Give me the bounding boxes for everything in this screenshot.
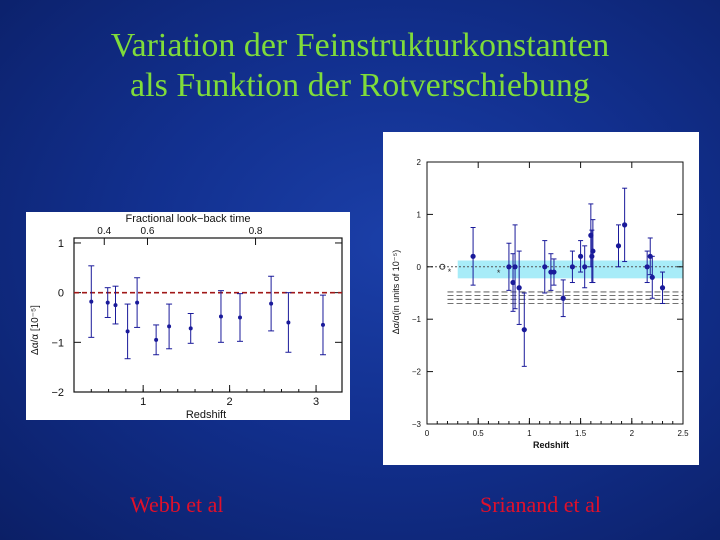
- chart-srianand-point: [512, 264, 518, 270]
- chart-srianand-xtick-label: 2.5: [677, 429, 689, 438]
- chart-webb-point: [113, 303, 118, 308]
- chart-webb-ytick-label: 0: [58, 288, 64, 300]
- chart-srianand-point: [659, 285, 666, 291]
- chart-srianand-ylabel: Δα/α(in units of 10⁻⁵): [391, 250, 401, 334]
- chart-webb: Fractional look−back time 1 2 3 1 0 −1 −2 0.4 0.…: [30, 213, 343, 420]
- chart-srianand-point: [560, 295, 566, 301]
- chart-webb-point: [286, 320, 291, 325]
- chart-srianand: 0 0.5 1 1.5 2 2.5 2 1 0 −1 −2 −3 * * Redshift Δα/α(i…: [391, 158, 689, 450]
- chart-srianand-point: [649, 274, 655, 280]
- title-line-1: Variation der Feinstrukturkonstanten: [110, 27, 610, 64]
- caption-webb: Webb et al: [130, 492, 224, 517]
- chart-srianand-point: [510, 279, 516, 286]
- chart-srianand-open-marker: [439, 263, 446, 270]
- chart-srianand-ytick-label: 2: [417, 158, 422, 167]
- chart-srianand-star-marker: *: [448, 267, 452, 277]
- chart-srianand-point: [506, 264, 512, 270]
- chart-srianand-ytick-label: −1: [412, 315, 422, 324]
- chart-webb-ylabel: Δα/α [10⁻⁵]: [30, 305, 41, 355]
- chart-srianand-point: [516, 285, 522, 291]
- chart-srianand-point: [615, 243, 622, 249]
- caption-srianand: Srianand et al: [480, 492, 601, 517]
- chart-webb-xlabel: Redshift: [186, 409, 226, 420]
- chart-srianand-panel: 0 0.5 1 1.5 2 2.5 2 1 0 −1 −2 −3 * * Redshift Δα/α(i…: [383, 132, 699, 465]
- chart-srianand-star-marker: *: [497, 268, 501, 278]
- chart-srianand-ytick-label: −2: [412, 368, 422, 377]
- chart-srianand-ytick-label: −3: [412, 420, 422, 429]
- chart-srianand-point: [551, 269, 557, 275]
- chart-webb-point: [320, 322, 325, 327]
- chart-srianand-point: [569, 264, 576, 270]
- chart-srianand-ytick-label: 1: [417, 210, 422, 219]
- chart-webb-point: [154, 337, 159, 342]
- chart-srianand-point: [590, 248, 596, 254]
- chart-srianand-xlabel: Redshift: [533, 440, 569, 450]
- chart-webb-top-tick-label: 0.8: [249, 226, 263, 237]
- slide-title: Variation der Feinstrukturkonstanten als…: [0, 26, 720, 106]
- chart-srianand-xtick-label: 1: [527, 429, 532, 438]
- chart-srianand-xtick-label: 1.5: [575, 429, 587, 438]
- chart-srianand-xtick-label: 2: [630, 429, 635, 438]
- chart-webb-top-tick-label: 0.6: [141, 226, 155, 237]
- title-line-2: als Funktion der Rotverschiebung: [130, 67, 590, 104]
- chart-webb-xtick-label: 3: [313, 396, 319, 408]
- chart-webb-xtick-label: 2: [227, 396, 233, 408]
- chart-webb-ytick-label: −2: [51, 387, 64, 399]
- chart-srianand-point: [542, 264, 548, 270]
- chart-webb-point: [89, 299, 94, 304]
- chart-webb-top-axis-label: Fractional look−back time: [125, 213, 250, 225]
- chart-webb-point: [167, 324, 172, 329]
- chart-srianand-xtick-label: 0: [425, 429, 430, 438]
- chart-webb-ytick-label: 1: [58, 238, 64, 250]
- chart-srianand-ytick-label: 0: [417, 263, 422, 272]
- chart-srianand-point: [644, 264, 650, 270]
- chart-webb-panel: Fractional look−back time 1 2 3 1 0 −1 −2 0.4 0.…: [26, 212, 350, 420]
- chart-webb-point: [237, 315, 242, 320]
- chart-srianand-point: [470, 253, 476, 259]
- chart-webb-point: [269, 301, 274, 306]
- chart-webb-top-tick-label: 0.4: [97, 226, 111, 237]
- chart-srianand-point: [589, 253, 595, 259]
- chart-srianand-point: [622, 222, 628, 228]
- chart-srianand-point: [521, 327, 527, 333]
- chart-webb-point: [135, 300, 140, 305]
- chart-srianand-frame: [426, 161, 684, 425]
- chart-webb-point: [125, 329, 130, 334]
- chart-webb-point: [188, 326, 193, 331]
- chart-srianand-xtick-label: 0.5: [473, 429, 485, 438]
- chart-webb-point: [218, 314, 223, 319]
- chart-srianand-point: [578, 253, 584, 259]
- chart-srianand-band: [457, 260, 683, 279]
- chart-webb-ytick-label: −1: [51, 337, 64, 349]
- chart-webb-point: [105, 300, 110, 305]
- chart-webb-xtick-label: 1: [140, 396, 146, 408]
- chart-srianand-point: [582, 264, 588, 270]
- chart-webb-frame: [73, 237, 343, 393]
